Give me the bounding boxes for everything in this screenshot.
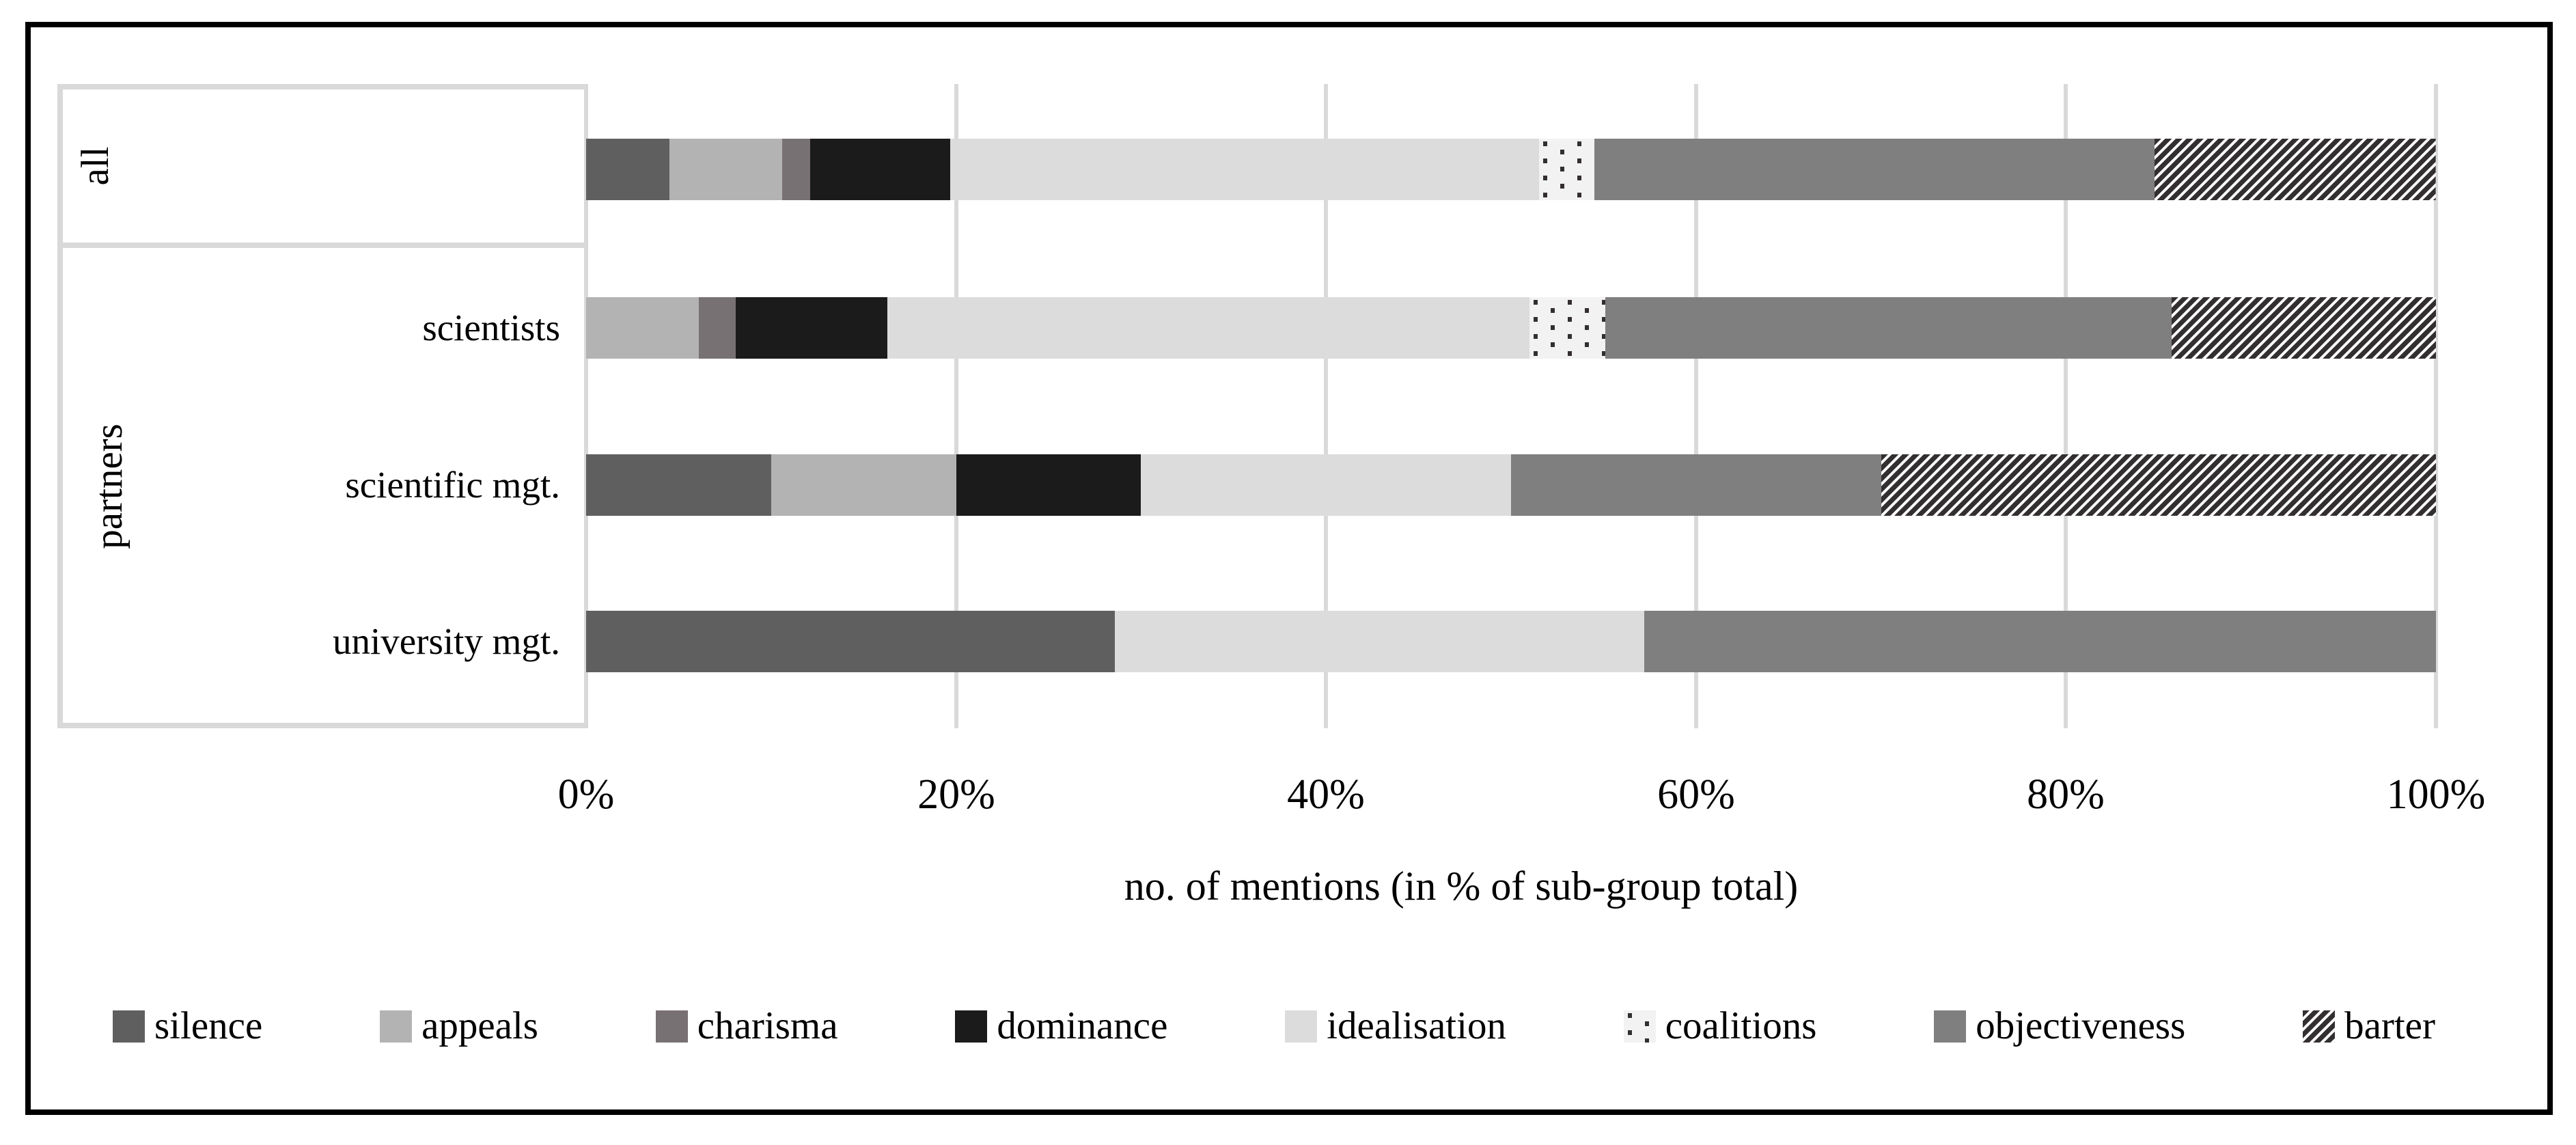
panel-bottom-border (57, 723, 586, 728)
legend-swatch-coalitions (1623, 1010, 1656, 1043)
tick-label-20%: 20% (917, 771, 995, 818)
tick-label-100%: 100% (2386, 771, 2486, 818)
pat-barter-pattern (1881, 454, 2436, 516)
category-label-scientists: scientists (422, 307, 560, 348)
segment-barter (1881, 454, 2436, 516)
legend-item-appeals: appeals (380, 1006, 538, 1047)
legend-item-barter: barter (2303, 1006, 2435, 1047)
legend-item-charisma: charisma (655, 1004, 838, 1047)
category-label-scientific-mgt-: scientific mgt. (345, 464, 560, 506)
panel-divider (57, 243, 586, 248)
legend-item-silence: silence (113, 1006, 262, 1047)
segment-silence (586, 454, 771, 516)
legend-item-idealisation: idealisation (1285, 1006, 1506, 1047)
legend-item-dominance: dominance (955, 1006, 1167, 1047)
legend-label-silence: silence (154, 1004, 263, 1047)
gridline-20% (954, 84, 958, 728)
legend-item-coalitions: coalitions (1623, 1004, 1817, 1047)
tick-label-40%: 40% (1287, 771, 1365, 818)
segment-appeals (669, 139, 783, 200)
gridline-0% (584, 84, 588, 728)
tick-label-60%: 60% (1657, 771, 1735, 818)
legend-swatch-silence (113, 1010, 145, 1043)
legend-swatch-dominance (955, 1010, 988, 1043)
segment-silence (586, 139, 669, 200)
segment-idealisation (950, 139, 1539, 200)
segment-appeals (586, 297, 700, 359)
legend-label-appeals: appeals (421, 1004, 538, 1047)
category-label-university-mgt-: university mgt. (332, 620, 560, 662)
tick-label-80%: 80% (2027, 771, 2105, 818)
segment-coalitions (1529, 297, 1606, 359)
segment-appeals (771, 454, 956, 516)
gridline-40% (1324, 84, 1328, 728)
legend-item-objectiveness: objectiveness (1934, 1006, 2185, 1047)
group-label-all: all (74, 146, 117, 186)
pat-coalitions-pattern (1538, 139, 1594, 200)
pat-barter-pattern (2171, 297, 2436, 359)
segment-barter (2171, 297, 2436, 359)
segment-charisma (699, 297, 736, 359)
panel-top-border (57, 84, 586, 89)
legend-label-objectiveness: objectiveness (1976, 1004, 2186, 1047)
legend-swatch-barter (2303, 1010, 2336, 1043)
bar-scientists (586, 297, 2436, 359)
segment-objectiveness (1644, 611, 2436, 672)
legend-label-dominance: dominance (997, 1004, 1168, 1047)
segment-silence (586, 611, 1116, 672)
legend-swatch-charisma (655, 1010, 688, 1043)
pat-coalitions-pattern (1623, 1010, 1656, 1043)
pat-coalitions-pattern (1529, 297, 1606, 359)
bar-scientific-mgt- (586, 454, 2436, 516)
legend-label-charisma: charisma (697, 1004, 838, 1047)
bar-university-mgt- (586, 611, 2436, 672)
segment-dominance (736, 297, 888, 359)
legend: silence appeals charisma dominance idealisat… (113, 1006, 2435, 1047)
segment-dominance (956, 454, 1141, 516)
figure-frame (25, 22, 2553, 1115)
legend-swatch-idealisation (1285, 1010, 1318, 1043)
pat-barter-pattern (2303, 1010, 2336, 1043)
x-axis-title: no. of mentions (in % of sub-group total… (1124, 864, 1799, 909)
legend-label-coalitions: coalitions (1665, 1004, 1817, 1047)
bar-all (586, 139, 2436, 200)
segment-charisma (782, 139, 810, 200)
segment-objectiveness (1594, 139, 2155, 200)
segment-idealisation (887, 297, 1530, 359)
tick-label-0%: 0% (557, 771, 615, 818)
segment-barter (2155, 139, 2436, 200)
legend-swatch-appeals (380, 1010, 413, 1043)
gridline-100% (2434, 84, 2438, 728)
segment-coalitions (1538, 139, 1594, 200)
legend-swatch-objectiveness (1934, 1010, 1967, 1043)
pat-barter-pattern (2155, 139, 2436, 200)
segment-idealisation (1115, 611, 1644, 672)
panel-left-border (57, 84, 63, 728)
legend-label-barter: barter (2344, 1004, 2435, 1047)
legend-label-idealisation: idealisation (1327, 1004, 1506, 1047)
gridline-80% (2064, 84, 2068, 728)
segment-objectiveness (1605, 297, 2172, 359)
segment-dominance (809, 139, 951, 200)
gridline-60% (1694, 84, 1698, 728)
segment-idealisation (1141, 454, 1511, 516)
segment-objectiveness (1510, 454, 1881, 516)
